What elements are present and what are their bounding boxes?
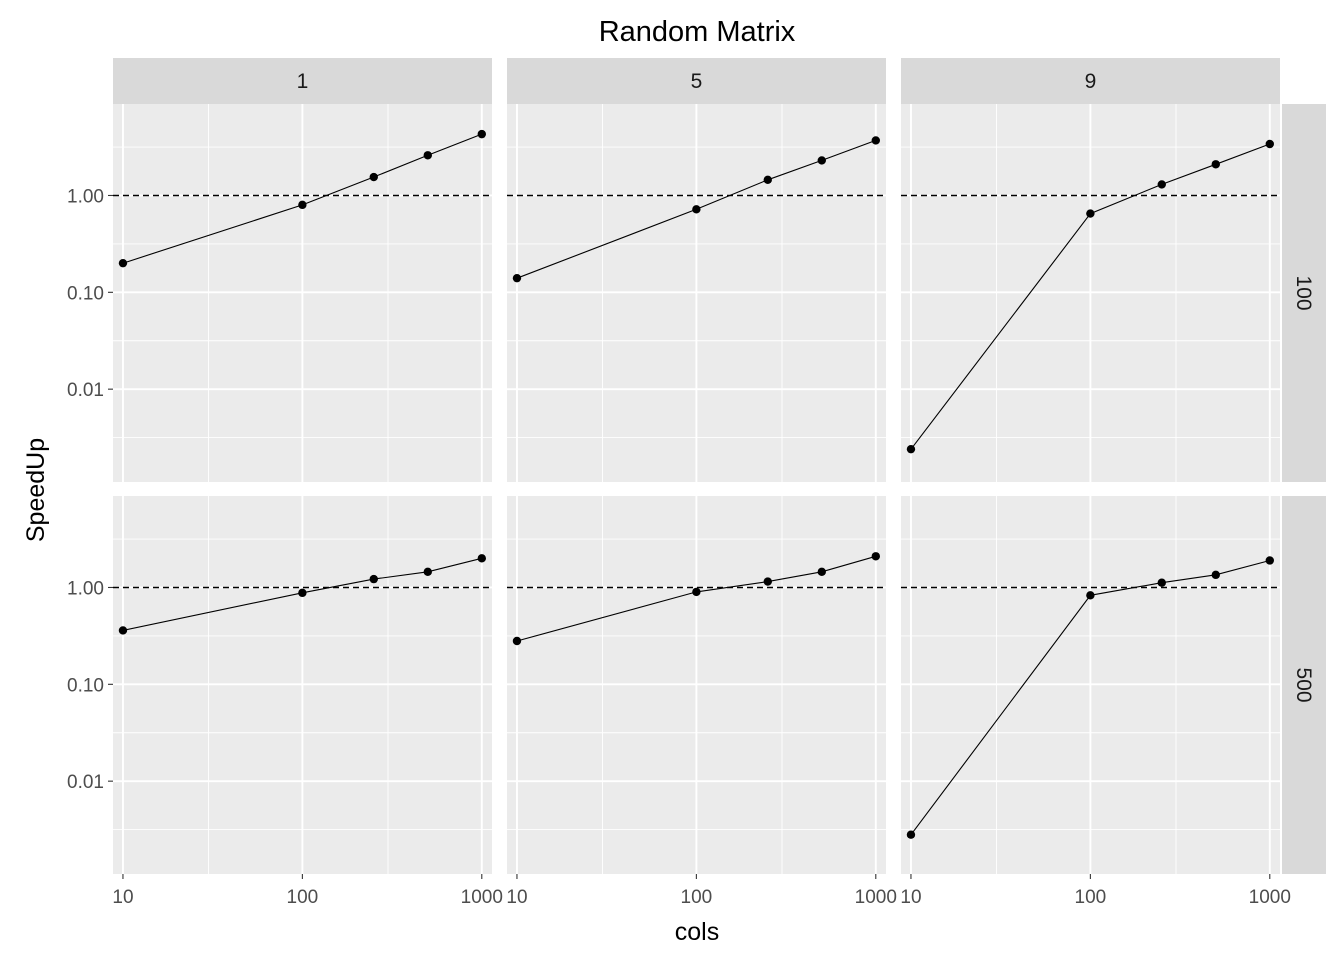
x-tick-label: 100 bbox=[1075, 887, 1107, 908]
facet-strip-top-label: 9 bbox=[1085, 70, 1097, 93]
data-point bbox=[1211, 570, 1220, 580]
data-point bbox=[817, 156, 826, 165]
data-point bbox=[423, 567, 432, 577]
data-point bbox=[871, 136, 880, 145]
facet-panel bbox=[507, 104, 886, 482]
data-point bbox=[477, 554, 486, 563]
data-point bbox=[298, 200, 307, 210]
facet-panel bbox=[901, 496, 1280, 874]
data-point bbox=[692, 587, 701, 597]
data-point bbox=[1086, 591, 1095, 600]
x-tick-label: 100 bbox=[287, 887, 319, 908]
data-point bbox=[763, 577, 772, 586]
y-tick-label: 0.01 bbox=[67, 380, 104, 401]
facet-strip-top-label: 1 bbox=[297, 70, 309, 93]
y-axis-title: SpeedUp bbox=[22, 438, 50, 542]
y-tick-label: 0.01 bbox=[67, 772, 104, 793]
data-point bbox=[817, 567, 826, 577]
facet-strip-right-label: 100 bbox=[1292, 275, 1315, 310]
data-point bbox=[118, 258, 128, 268]
data-point bbox=[1157, 578, 1166, 587]
y-tick-label: 0.10 bbox=[67, 675, 104, 696]
data-point bbox=[369, 574, 378, 584]
y-tick-label: 1.00 bbox=[67, 186, 104, 207]
data-point bbox=[512, 636, 522, 646]
x-axis-title: cols bbox=[675, 918, 719, 946]
data-point bbox=[1265, 139, 1274, 149]
facet-strip-top bbox=[113, 58, 492, 104]
facet-panel bbox=[507, 496, 886, 874]
x-tick-label: 10 bbox=[112, 887, 133, 908]
data-point bbox=[118, 626, 128, 635]
facet-strip-top bbox=[507, 58, 886, 104]
data-point bbox=[1086, 209, 1095, 218]
chart-title: Random Matrix bbox=[599, 16, 796, 48]
x-tick-label: 1000 bbox=[461, 887, 503, 908]
y-tick-label: 0.10 bbox=[67, 283, 104, 304]
facet-panel bbox=[113, 104, 492, 482]
x-tick-label: 10 bbox=[900, 887, 921, 908]
facet-strip-right-label: 500 bbox=[1292, 667, 1315, 702]
data-point bbox=[763, 175, 772, 185]
data-point bbox=[1265, 556, 1274, 565]
facet-strip-right bbox=[1282, 496, 1326, 874]
data-point bbox=[1157, 180, 1166, 189]
data-point bbox=[1211, 160, 1220, 169]
facet-panels: 1 5 9 100 500 0.01 0.10 1.00 0.01 0.10 1.00 10 100 10… bbox=[67, 58, 1326, 908]
y-tick-label: 1.00 bbox=[67, 578, 104, 599]
data-point bbox=[692, 205, 701, 214]
x-tick-label: 100 bbox=[681, 887, 713, 908]
data-point bbox=[512, 273, 522, 283]
facet-strip-right bbox=[1282, 104, 1326, 482]
facet-strip-top bbox=[901, 58, 1280, 104]
facet-panel bbox=[113, 496, 492, 874]
data-point bbox=[906, 830, 916, 839]
facet-strip-top-label: 5 bbox=[691, 70, 703, 93]
x-tick-label: 1000 bbox=[855, 887, 897, 908]
data-point bbox=[871, 552, 880, 561]
x-tick-label: 10 bbox=[506, 887, 527, 908]
facet-panel bbox=[901, 104, 1280, 482]
data-point bbox=[423, 151, 432, 160]
data-point bbox=[906, 444, 916, 454]
data-point bbox=[298, 588, 307, 598]
data-point bbox=[369, 172, 378, 182]
data-point bbox=[477, 129, 486, 139]
x-tick-label: 1000 bbox=[1249, 887, 1291, 908]
